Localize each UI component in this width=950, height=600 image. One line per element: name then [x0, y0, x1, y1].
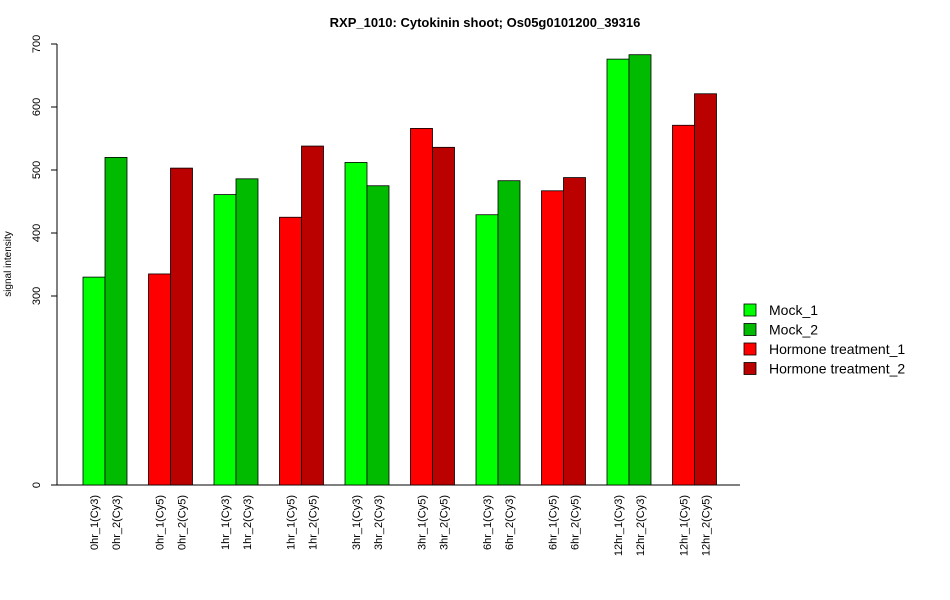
bar: [563, 177, 586, 486]
y-tick-label: 400: [31, 224, 43, 242]
legend-swatch: [743, 342, 757, 356]
x-tick-label: 3hr_1(Cy3): [351, 495, 363, 550]
bars-layer: [82, 54, 717, 486]
bar: [344, 162, 368, 486]
bar: [235, 178, 259, 486]
x-tick-label: 12hr_2(Cy3): [635, 495, 647, 556]
x-tick-label: 1hr_1(Cy3): [220, 495, 232, 550]
bar: [170, 167, 193, 486]
y-tick-label: 0: [31, 482, 43, 488]
bar: [694, 93, 717, 486]
bar: [606, 58, 630, 486]
x-tick-label: 0hr_1(Cy5): [155, 495, 167, 550]
x-tick-label: 6hr_1(Cy5): [548, 495, 560, 550]
bar: [301, 145, 324, 486]
x-tick-label: 1hr_2(Cy3): [242, 495, 254, 550]
bar: [628, 54, 652, 486]
legend-label: Mock_1: [769, 302, 818, 318]
y-axis: 0 300 400 500 600 700: [31, 35, 58, 488]
x-tick-labels: 0hr_1(Cy3) 0hr_2(Cy3) 0hr_1(Cy5) 0hr_2(Cy5)…: [89, 495, 713, 556]
legend-swatch: [743, 303, 757, 317]
x-tick-label: 1hr_1(Cy5): [286, 495, 298, 550]
legend-label: Mock_2: [769, 322, 818, 338]
x-tick-label: 0hr_2(Cy3): [111, 495, 123, 550]
bar: [82, 276, 106, 486]
x-tick-label: 1hr_2(Cy5): [308, 495, 320, 550]
x-tick-label: 12hr_2(Cy5): [701, 495, 713, 556]
x-tick-label: 3hr_2(Cy5): [439, 495, 451, 550]
bar: [279, 216, 302, 486]
bar: [410, 128, 433, 486]
x-tick-label: 3hr_1(Cy5): [417, 495, 429, 550]
bar: [104, 156, 128, 486]
y-tick-label: 500: [31, 161, 43, 179]
x-tick-label: 6hr_1(Cy3): [482, 495, 494, 550]
legend-label: Hormone treatment_1: [769, 341, 905, 357]
y-tick-label: 300: [31, 287, 43, 305]
bar: [475, 214, 499, 486]
bar: [148, 273, 171, 486]
x-tick-label: 12hr_1(Cy3): [613, 495, 625, 556]
x-tick-label: 6hr_2(Cy3): [504, 495, 516, 550]
bar: [497, 180, 521, 486]
legend-swatch: [743, 323, 757, 336]
y-tick-label: 700: [31, 35, 43, 53]
x-tick-label: 0hr_1(Cy3): [89, 495, 101, 550]
bar: [366, 185, 390, 486]
legend-label: Hormone treatment_2: [769, 361, 905, 377]
x-tick-label: 6hr_2(Cy5): [570, 495, 582, 550]
bar: [672, 124, 695, 486]
legend: Mock_1 Mock_2 Hormone treatment_1 Hormone t…: [743, 302, 905, 377]
y-axis-label: signal intensity: [3, 231, 14, 297]
bar: [213, 194, 237, 486]
x-tick-label: 12hr_1(Cy5): [679, 495, 691, 556]
chart-title: RXP_1010: Cytokinin shoot; Os05g0101200_…: [330, 15, 641, 30]
legend-swatch: [743, 362, 757, 375]
x-tick-label: 0hr_2(Cy5): [177, 495, 189, 550]
x-tick-label: 3hr_2(Cy3): [373, 495, 385, 550]
y-tick-label: 600: [31, 98, 43, 116]
bar: [541, 190, 564, 486]
bar: [432, 146, 455, 486]
